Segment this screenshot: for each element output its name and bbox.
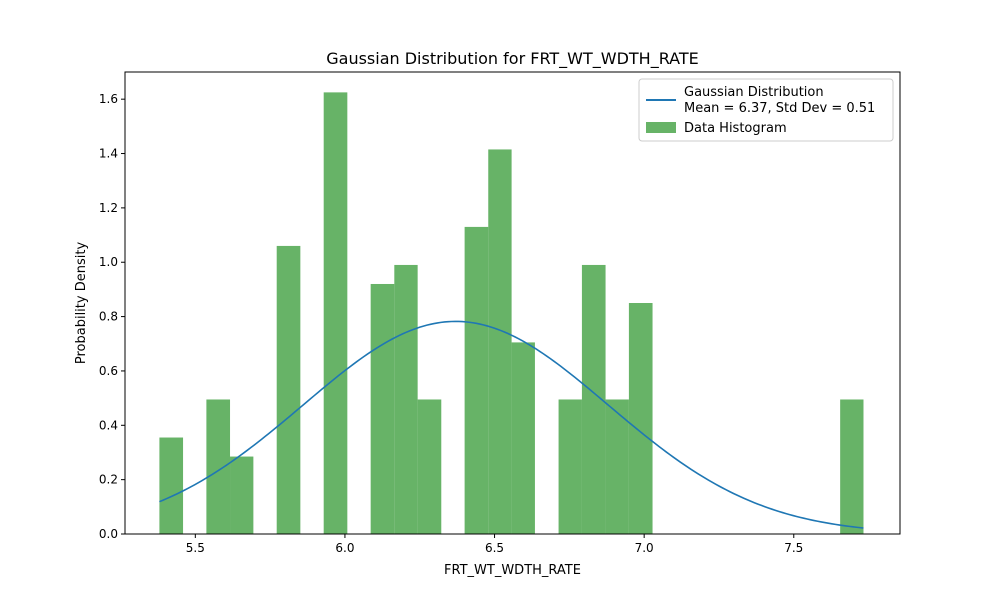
legend-histogram-label: Data Histogram [684, 121, 787, 136]
x-tick-label: 6.5 [485, 541, 504, 555]
histogram-bar [206, 399, 231, 534]
histogram-bar [464, 226, 489, 534]
histogram-bars [159, 92, 864, 534]
legend-box [638, 78, 894, 142]
y-axis-label: Probability Density [74, 242, 89, 365]
x-tick-label: 7.0 [635, 541, 654, 555]
y-tick-label: 1.4 [99, 147, 118, 161]
histogram-bar [370, 283, 395, 534]
histogram-bar [417, 399, 442, 534]
x-tick-label: 6.0 [335, 541, 354, 555]
legend-bar-swatch [646, 122, 676, 133]
chart-title: Gaussian Distribution for FRT_WT_WDTH_RA… [326, 49, 699, 69]
histogram-bar [628, 303, 653, 534]
histogram-bar [840, 399, 864, 534]
x-axis-ticks: 5.5 6.0 6.5 7.0 7.5 [186, 534, 803, 555]
y-tick-label: 0.8 [99, 310, 118, 324]
gaussian-curve-layer [159, 320, 864, 529]
y-tick-label: 1.0 [99, 255, 118, 269]
histogram-bar [323, 92, 348, 534]
y-tick-label: 1.2 [99, 201, 118, 215]
histogram-bar [230, 456, 254, 534]
x-axis-label: FRT_WT_WDTH_RATE [444, 563, 581, 578]
plot-frame [124, 71, 901, 535]
y-axis-ticks: 0.0 0.2 0.4 0.6 0.8 1.0 1.2 1.4 1.6 [99, 92, 125, 541]
histogram-bar [558, 399, 582, 534]
y-tick-label: 0.4 [99, 418, 118, 432]
y-tick-label: 0.0 [99, 527, 118, 541]
y-tick-label: 0.2 [99, 473, 118, 487]
histogram-bar [605, 399, 629, 534]
histogram-bar [488, 149, 512, 534]
histogram-bar [276, 245, 301, 534]
histogram-bar [394, 264, 418, 534]
histogram-bar [581, 264, 606, 534]
legend-gaussian-label: Gaussian Distribution [684, 85, 824, 100]
x-tick-label: 5.5 [186, 541, 205, 555]
histogram-bar [511, 342, 535, 534]
legend: Gaussian Distribution Mean = 6.37, Std D… [638, 78, 894, 142]
legend-gaussian-params: Mean = 6.37, Std Dev = 0.51 [684, 101, 875, 116]
y-tick-label: 1.6 [99, 92, 118, 106]
gaussian-curve [159, 320, 864, 529]
histogram-bar [159, 437, 184, 534]
x-tick-label: 7.5 [784, 541, 803, 555]
y-tick-label: 0.6 [99, 364, 118, 378]
